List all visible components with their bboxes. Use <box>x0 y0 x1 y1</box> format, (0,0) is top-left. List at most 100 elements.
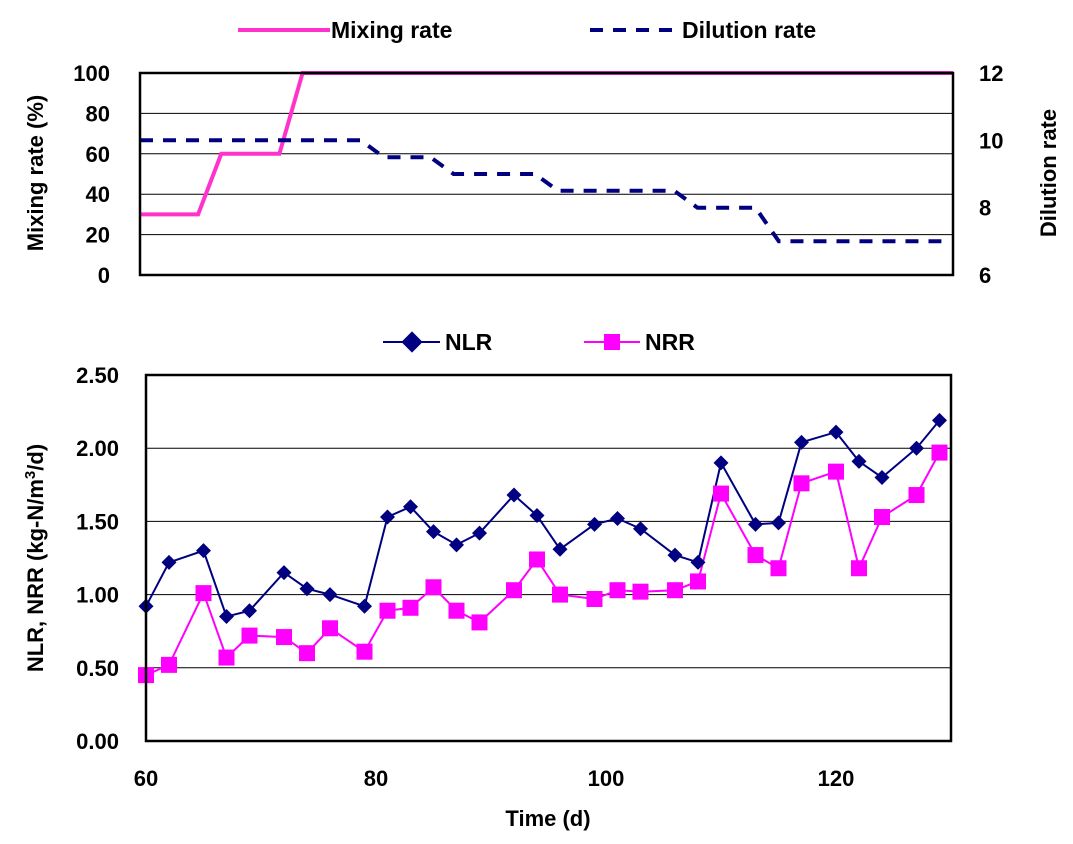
nrr-point <box>241 627 258 644</box>
nrr-point <box>747 547 764 564</box>
nrr-point <box>713 485 729 502</box>
nrr-point <box>552 586 568 603</box>
top-right-tick-label: 12 <box>979 61 1003 86</box>
dilution-rate-line <box>140 138 942 244</box>
nlr-point <box>322 587 338 603</box>
legend-dilution-rate-label: Dilution rate <box>682 17 816 43</box>
nlr-point <box>587 516 602 532</box>
nlr-point <box>932 412 947 428</box>
top-left-tick-label: 40 <box>86 182 110 207</box>
top-left-tick-label: 80 <box>86 101 110 126</box>
nrr-point <box>931 444 948 461</box>
nlr-point <box>506 487 522 503</box>
top-gridlines <box>140 72 953 276</box>
nlr-point <box>909 440 924 456</box>
nrr-point <box>425 579 442 596</box>
nlr-point <box>529 508 545 524</box>
nrr-point <box>908 487 925 504</box>
top-right-tick-label: 6 <box>979 263 991 288</box>
nrr-point <box>609 582 626 599</box>
nlr-point <box>219 609 234 625</box>
nrr-point <box>276 629 292 646</box>
bottom-x-tick-label: 120 <box>818 766 855 791</box>
nrr-point <box>161 656 177 673</box>
nlr-point <box>713 455 729 471</box>
nlr-point <box>196 543 211 559</box>
nrr-point <box>448 602 465 619</box>
bottom-y-tick-label: 1.00 <box>76 583 119 608</box>
nlr-point <box>380 509 395 525</box>
bottom-legend: NLR NRR <box>383 329 695 355</box>
legend-nlr-label: NLR <box>445 329 493 355</box>
nrr-point <box>402 599 419 616</box>
bottom-y-tick-label: 0.00 <box>76 729 119 754</box>
nrr-point <box>299 645 315 662</box>
bottom-gridlines <box>146 374 951 742</box>
nlr-point <box>403 499 418 515</box>
nlr-point <box>357 598 372 614</box>
nrr-point <box>828 463 844 480</box>
nlr-point <box>633 521 648 537</box>
nrr-point <box>632 583 649 600</box>
mixing-rate-line <box>140 71 953 217</box>
nlr-point <box>276 565 292 581</box>
nlr-line <box>145 419 941 618</box>
top-plot-frame <box>138 71 955 277</box>
legend-mixing-rate-label: Mixing rate <box>331 17 452 43</box>
nlr-point <box>851 453 867 469</box>
nrr-point <box>322 620 338 637</box>
bottom-x-tick-label: 100 <box>588 766 625 791</box>
nrr-point <box>529 551 545 568</box>
top-legend: Mixing rate Dilution rate <box>238 17 816 43</box>
nrr-point <box>471 614 488 631</box>
top-right-tick-label: 10 <box>979 128 1003 153</box>
top-chart: Mixing rate Dilution rate 0 20 40 60 80 100 6… <box>23 17 1061 288</box>
nrr-markers <box>138 444 948 684</box>
nlr-point <box>667 547 683 563</box>
nrr-point <box>356 643 373 660</box>
nlr-point <box>874 469 890 485</box>
top-right-axis-title: Dilution rate <box>1036 109 1061 237</box>
nlr-markers <box>138 412 947 625</box>
nlr-point <box>449 537 464 553</box>
bottom-plot-frame <box>144 373 953 743</box>
bottom-x-axis-title: Time (d) <box>505 806 590 831</box>
top-right-tick-label: 8 <box>979 196 991 221</box>
nrr-point <box>667 582 683 599</box>
bottom-x-tick-label: 60 <box>134 766 158 791</box>
bottom-y-tick-label: 2.00 <box>76 436 119 461</box>
legend-nrr-label: NRR <box>645 329 695 355</box>
nrr-point <box>218 649 235 666</box>
nlr-point <box>426 524 441 540</box>
top-left-tick-label: 0 <box>98 263 110 288</box>
nrr-point <box>793 475 810 492</box>
top-left-tick-label: 20 <box>86 223 110 248</box>
top-left-axis-title: Mixing rate (%) <box>23 95 48 251</box>
top-left-tick-labels: 0 20 40 60 80 100 <box>73 61 110 288</box>
nlr-point <box>552 541 568 557</box>
bottom-x-tick-label: 80 <box>364 766 388 791</box>
nrr-point <box>586 590 603 607</box>
nrr-point <box>506 582 522 599</box>
nlr-point <box>690 554 706 570</box>
nrr-point <box>874 509 890 526</box>
nlr-point <box>161 554 177 570</box>
nlr-point <box>242 603 257 619</box>
nlr-point <box>748 516 763 532</box>
legend-nlr-marker <box>401 331 423 353</box>
nrr-point <box>851 560 867 577</box>
nlr-point <box>828 424 844 440</box>
bottom-y-tick-label: 2.50 <box>76 363 119 388</box>
bottom-x-tick-labels: 60 80 100 120 <box>134 766 855 791</box>
legend-nrr-marker <box>604 334 620 350</box>
bottom-y-axis-title: NLR, NRR (kg-N/m3/d) <box>22 444 48 672</box>
nrr-point <box>770 560 787 577</box>
bottom-y-tick-label: 0.50 <box>76 656 119 681</box>
bottom-chart: NLR NRR 0.00 0.50 1.00 1.50 2.00 2.50 60 80 100… <box>22 329 953 831</box>
nrr-point <box>195 585 212 602</box>
nrr-point <box>690 573 706 590</box>
bottom-y-tick-label: 1.50 <box>76 509 119 534</box>
nrr-point <box>379 602 396 619</box>
bottom-y-tick-labels: 0.00 0.50 1.00 1.50 2.00 2.50 <box>76 363 119 754</box>
